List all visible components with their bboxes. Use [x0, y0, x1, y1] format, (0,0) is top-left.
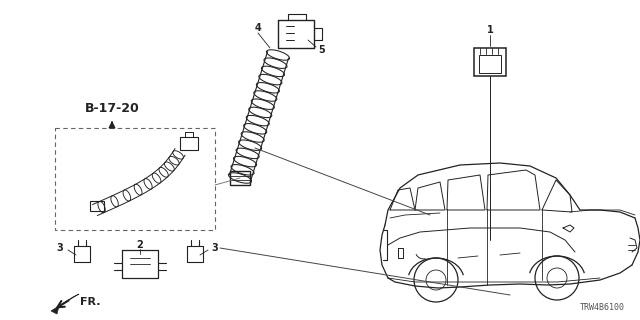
Text: 2: 2 [136, 240, 143, 250]
Text: 4: 4 [255, 23, 261, 33]
Text: 3: 3 [56, 243, 63, 253]
Bar [230, 171, 250, 185]
Bar [90, 201, 104, 211]
Text: FR.: FR. [80, 297, 100, 307]
Text: 3: 3 [212, 243, 218, 253]
Polygon shape [51, 294, 79, 314]
Bar [55, 128, 215, 230]
Text: 1: 1 [486, 25, 493, 35]
Text: 5: 5 [319, 45, 325, 55]
Bar [474, 48, 506, 76]
Text: B-17-20: B-17-20 [84, 101, 140, 115]
Bar [479, 55, 501, 73]
Text: TRW4B6100: TRW4B6100 [580, 303, 625, 313]
